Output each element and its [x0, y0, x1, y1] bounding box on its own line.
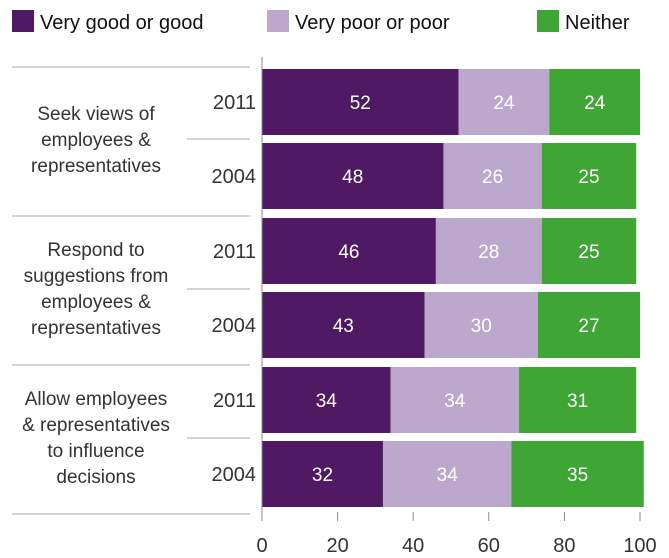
legend-swatch-2 [267, 10, 289, 32]
bar-segment-2-2 [443, 143, 542, 209]
bar-segment-2-1 [262, 143, 444, 209]
data-label-1-3: 24 [584, 93, 606, 114]
data-label-2-2: 26 [482, 167, 503, 188]
data-label-6-2: 34 [437, 465, 459, 486]
legend-label-2: Very poor or poor [295, 12, 450, 34]
category-label-2-line-2: suggestions from [24, 266, 169, 287]
bar-segment-1-1 [262, 69, 459, 135]
bar-segment-4-1 [262, 292, 425, 358]
category-label-2-line-1: Respond to [47, 240, 144, 261]
year-label-1: 2011 [213, 92, 256, 114]
bar-segment-5-1 [262, 367, 391, 433]
bar-segment-6-3 [511, 441, 644, 507]
bar-segment-5-3 [519, 367, 637, 433]
data-label-5-2: 34 [444, 391, 466, 412]
data-label-4-1: 43 [333, 316, 354, 337]
year-label-2: 2004 [212, 166, 257, 188]
x-tick-label-3: 40 [402, 535, 424, 557]
data-label-5-3: 31 [567, 391, 588, 412]
data-label-3-2: 28 [478, 242, 499, 263]
data-label-2-1: 48 [342, 167, 363, 188]
category-label-1-line-3: representatives [31, 156, 161, 177]
legend-label-1: Very good or good [40, 12, 203, 34]
year-label-5: 2011 [213, 390, 256, 412]
category-label-3-line-3: to influence [47, 441, 144, 462]
bar-segment-2-3 [541, 143, 637, 209]
data-label-2-3: 25 [578, 167, 599, 188]
data-label-1-1: 52 [350, 93, 371, 114]
year-label-3: 2011 [213, 241, 256, 263]
data-label-3-1: 46 [338, 242, 359, 263]
x-tick-label-2: 20 [326, 535, 348, 557]
bar-segment-6-1 [262, 441, 383, 507]
x-tick-label-5: 80 [553, 535, 575, 557]
bar-segment-3-2 [435, 218, 542, 284]
bar-segment-4-3 [537, 292, 640, 358]
data-label-1-2: 24 [493, 93, 515, 114]
category-label-2-line-4: representatives [31, 318, 161, 339]
bar-segment-3-3 [541, 218, 637, 284]
x-tick-label-4: 60 [478, 535, 500, 557]
data-label-3-3: 25 [578, 242, 599, 263]
year-label-4: 2004 [212, 315, 257, 337]
legend-swatch-1 [12, 10, 34, 32]
category-label-1-line-1: Seek views of [37, 104, 155, 125]
data-label-6-1: 32 [312, 465, 333, 486]
data-label-4-3: 27 [578, 316, 599, 337]
legend-label-3: Neither [565, 12, 630, 34]
bar-segment-3-1 [262, 218, 436, 284]
category-label-3-line-1: Allow employees [25, 389, 168, 410]
category-label-3-line-2: & representatives [22, 415, 170, 436]
bar-segment-4-2 [424, 292, 538, 358]
bar-segment-1-2 [458, 69, 550, 135]
x-tick-label-6: 100 [623, 535, 656, 557]
data-label-6-3: 35 [567, 465, 588, 486]
bar-segment-1-3 [549, 69, 640, 135]
x-tick-label-1: 0 [256, 535, 267, 557]
data-label-5-1: 34 [316, 391, 338, 412]
category-label-3-line-4: decisions [56, 467, 135, 488]
category-label-1-line-2: employees & [41, 130, 151, 151]
legend-swatch-3 [537, 10, 559, 32]
category-label-2-line-3: employees & [41, 292, 151, 313]
year-label-6: 2004 [212, 464, 257, 486]
bar-segment-6-2 [382, 441, 512, 507]
bar-segment-5-2 [390, 367, 520, 433]
data-label-4-2: 30 [471, 316, 492, 337]
